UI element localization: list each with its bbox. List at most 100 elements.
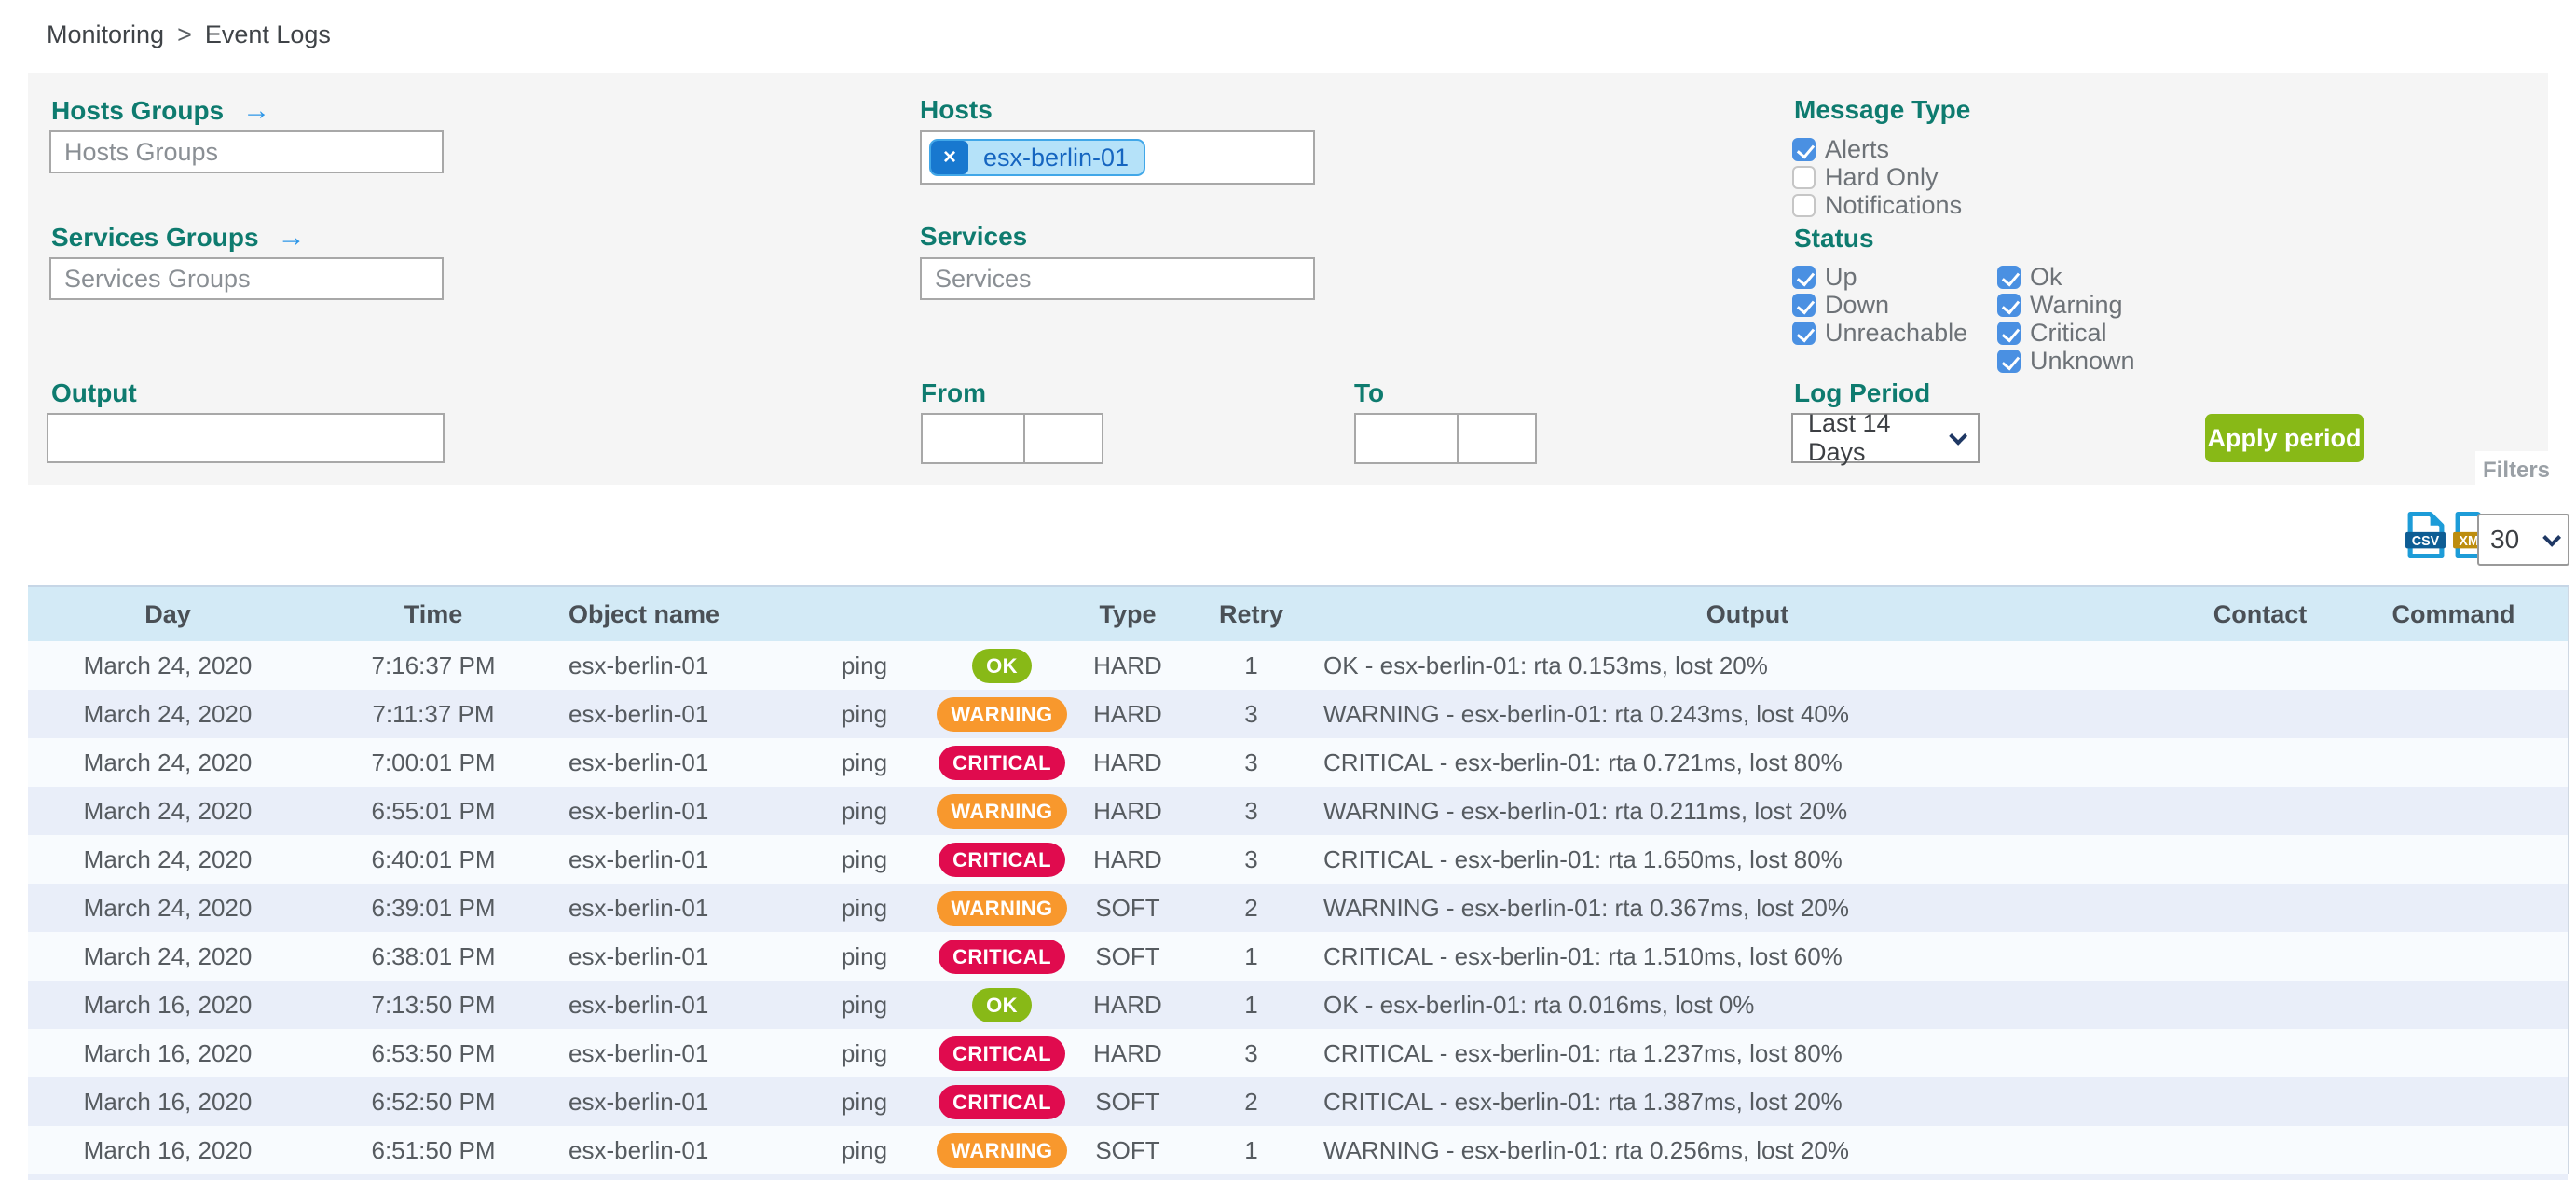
next-row-sliver: [28, 1174, 2568, 1180]
table-row: March 24, 2020 7:11:37 PM esx-berlin-01 …: [28, 690, 2568, 738]
header-day[interactable]: Day: [28, 587, 308, 641]
cell-retry: 2: [1244, 1087, 1258, 1116]
services-groups-arrow-icon[interactable]: →: [277, 222, 306, 253]
filters-tab[interactable]: Filters: [2475, 451, 2557, 490]
cell-service: ping: [841, 651, 888, 679]
checkbox-up-label: Up: [1825, 262, 1857, 291]
checkbox-unreachable-label: Unreachable: [1825, 318, 1968, 347]
cell-time: 6:53:50 PM: [371, 1038, 496, 1067]
cell-day: March 24, 2020: [83, 699, 253, 728]
to-time-input[interactable]: [1457, 413, 1537, 464]
services-input[interactable]: [920, 257, 1315, 300]
checkbox-down[interactable]: [1792, 293, 1816, 317]
tag-remove-button[interactable]: ×: [931, 141, 968, 174]
cell-time: 6:38:01 PM: [371, 941, 496, 970]
cell-object: esx-berlin-01: [569, 844, 709, 873]
cell-output: CRITICAL - esx-berlin-01: rta 1.510ms, l…: [1323, 941, 1843, 970]
checkbox-hard-only[interactable]: [1792, 165, 1816, 189]
hosts-input[interactable]: × esx-berlin-01: [920, 130, 1315, 185]
checkbox-alerts-label: Alerts: [1825, 134, 1890, 163]
header-output[interactable]: Output: [1314, 587, 2181, 641]
status-badge: WARNING: [937, 890, 1067, 926]
cell-command: [2339, 932, 2568, 981]
output-input[interactable]: [47, 413, 445, 463]
cell-type: HARD: [1093, 699, 1162, 728]
cell-object: esx-berlin-01: [569, 651, 709, 679]
cell-type: HARD: [1093, 990, 1162, 1019]
header-retry[interactable]: Retry: [1188, 587, 1314, 641]
cell-command: [2339, 884, 2568, 932]
services-groups-label: Services Groups →: [51, 222, 306, 253]
cell-contact: [2181, 738, 2339, 787]
table-header-row: Day Time Object name Type Retry Output C…: [28, 587, 2568, 641]
cell-retry: 3: [1244, 1038, 1258, 1067]
status-badge: CRITICAL: [939, 745, 1065, 780]
header-contact[interactable]: Contact: [2181, 587, 2339, 641]
cell-output: WARNING - esx-berlin-01: rta 0.243ms, lo…: [1323, 699, 1849, 728]
from-date-input[interactable]: [921, 413, 1025, 464]
checkbox-unreachable[interactable]: [1792, 321, 1816, 345]
status-badge: CRITICAL: [939, 1036, 1065, 1071]
cell-command: [2339, 1126, 2568, 1174]
to-date-input[interactable]: [1354, 413, 1459, 464]
checkbox-unknown-label: Unknown: [2030, 346, 2135, 375]
status-badge: CRITICAL: [939, 842, 1065, 877]
header-type[interactable]: Type: [1067, 587, 1188, 641]
csv-export-icon[interactable]: CSV: [2405, 511, 2446, 559]
cell-object: esx-berlin-01: [569, 796, 709, 825]
cell-time: 6:39:01 PM: [371, 893, 496, 922]
page-size-select[interactable]: 30: [2477, 514, 2569, 566]
status-badge: CRITICAL: [939, 1084, 1065, 1119]
table-row: March 24, 2020 6:39:01 PM esx-berlin-01 …: [28, 884, 2568, 932]
cell-day: March 16, 2020: [83, 990, 253, 1019]
cell-type: SOFT: [1095, 1135, 1160, 1164]
cell-command: [2339, 641, 2568, 690]
event-table: Day Time Object name Type Retry Output C…: [28, 585, 2569, 1174]
message-type-label: Message Type: [1794, 95, 1971, 124]
cell-service: ping: [841, 796, 888, 825]
checkbox-warning[interactable]: [1997, 293, 2021, 317]
checkbox-ok[interactable]: [1997, 265, 2021, 289]
log-period-select[interactable]: Last 14 Days: [1791, 409, 1980, 466]
services-label: Services: [920, 222, 1028, 251]
header-object-name[interactable]: Object name: [559, 587, 792, 641]
header-time[interactable]: Time: [308, 587, 559, 641]
header-command[interactable]: Command: [2339, 587, 2568, 641]
cell-service: ping: [841, 990, 888, 1019]
checkbox-alerts[interactable]: [1792, 137, 1816, 161]
cell-service: ping: [841, 893, 888, 922]
breadcrumb-item-event-logs: Event Logs: [204, 21, 331, 48]
cell-output: WARNING - esx-berlin-01: rta 0.256ms, lo…: [1323, 1135, 1849, 1164]
log-period-value: Last 14 Days: [1808, 409, 1891, 466]
cell-time: 7:16:37 PM: [371, 651, 496, 679]
cell-retry: 3: [1244, 748, 1258, 776]
apply-period-button[interactable]: Apply period: [2205, 414, 2364, 462]
checkbox-unknown[interactable]: [1997, 349, 2021, 373]
cell-object: esx-berlin-01: [569, 1038, 709, 1067]
from-label: From: [921, 378, 986, 407]
checkbox-critical[interactable]: [1997, 321, 2021, 345]
cell-contact: [2181, 641, 2339, 690]
breadcrumb-item-monitoring[interactable]: Monitoring: [47, 21, 165, 48]
cell-day: March 24, 2020: [83, 651, 253, 679]
from-time-input[interactable]: [1023, 413, 1103, 464]
services-groups-input[interactable]: [49, 257, 444, 300]
cell-retry: 1: [1244, 651, 1258, 679]
status-badge: CRITICAL: [939, 939, 1065, 974]
cell-time: 7:11:37 PM: [372, 699, 495, 728]
cell-output: OK - esx-berlin-01: rta 0.016ms, lost 0%: [1323, 990, 1755, 1019]
cell-object: esx-berlin-01: [569, 699, 709, 728]
filter-panel: Hosts Groups→ Services Groups→ Output Ho…: [28, 73, 2548, 485]
cell-output: WARNING - esx-berlin-01: rta 0.367ms, lo…: [1323, 893, 1849, 922]
cell-day: March 24, 2020: [83, 748, 253, 776]
checkbox-notifications[interactable]: [1792, 193, 1816, 217]
hosts-groups-input[interactable]: [49, 130, 444, 173]
checkbox-hard-only-label: Hard Only: [1825, 162, 1939, 191]
hosts-groups-arrow-icon[interactable]: →: [242, 95, 271, 126]
cell-type: HARD: [1093, 748, 1162, 776]
cell-retry: 3: [1244, 699, 1258, 728]
checkbox-up[interactable]: [1792, 265, 1816, 289]
hosts-groups-label: Hosts Groups →: [51, 95, 271, 126]
checkbox-warning-label: Warning: [2030, 290, 2123, 319]
tag-label: esx-berlin-01: [983, 143, 1130, 172]
